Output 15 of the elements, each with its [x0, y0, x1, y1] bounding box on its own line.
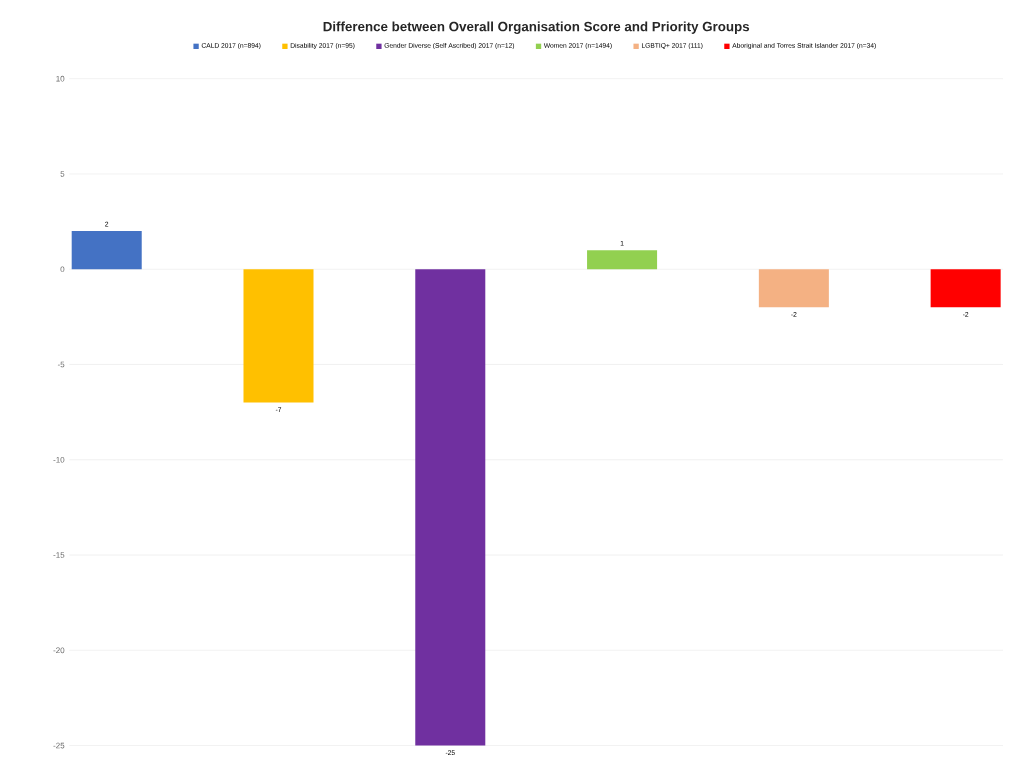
bar	[415, 269, 486, 746]
bar	[71, 231, 142, 270]
y-tick-label: -25	[53, 742, 65, 749]
bar	[758, 269, 829, 308]
y-tick-label: 5	[60, 171, 65, 177]
y-tick-label: -5	[57, 361, 65, 368]
y-tick-label: -20	[53, 647, 65, 654]
y-tick-label: -15	[53, 552, 65, 558]
y-tick-label: 10	[56, 75, 65, 82]
bar	[587, 250, 658, 270]
y-tick-label: -10	[53, 456, 65, 463]
bar	[243, 269, 314, 403]
chart-title: Difference between Overall Organisation Score and Priority Groups	[323, 21, 750, 35]
bar	[930, 269, 1001, 308]
y-tick-label: 0	[60, 266, 65, 273]
